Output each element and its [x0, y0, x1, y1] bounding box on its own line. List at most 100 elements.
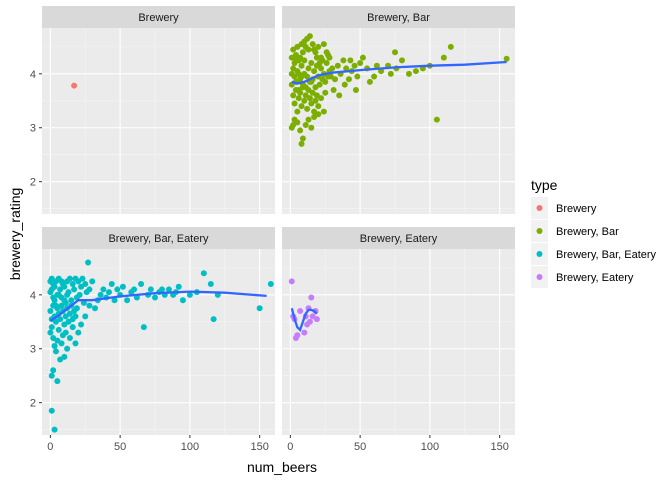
data-point: [304, 73, 311, 80]
legend-label: Brewery, Bar: [556, 226, 619, 238]
data-point: [47, 308, 54, 314]
data-point: [76, 291, 83, 298]
data-point: [306, 95, 313, 102]
data-point: [373, 62, 380, 69]
y-tick-label: 3: [30, 344, 36, 356]
data-point: [301, 97, 308, 104]
data-point: [316, 60, 323, 67]
data-point: [298, 62, 305, 69]
data-point: [75, 329, 82, 336]
data-point: [50, 367, 57, 374]
data-point: [124, 297, 131, 304]
data-point: [311, 68, 318, 75]
data-point: [97, 291, 104, 298]
data-point: [387, 70, 394, 77]
data-point: [340, 57, 347, 64]
data-point: [295, 57, 302, 64]
data-point: [440, 54, 447, 61]
data-point: [309, 41, 316, 48]
data-point: [299, 49, 306, 56]
data-point: [343, 65, 350, 72]
data-point: [315, 103, 322, 110]
panel-brewery: Brewery 2 3 4: [30, 6, 275, 214]
data-point: [341, 81, 348, 88]
data-point: [57, 316, 64, 323]
data-point: [108, 281, 115, 288]
data-point: [186, 291, 193, 298]
data-point: [447, 43, 454, 50]
panel-background: [282, 249, 515, 435]
data-point: [294, 108, 301, 115]
data-point: [354, 73, 361, 80]
data-point: [179, 297, 186, 304]
facet-strip: [282, 6, 515, 28]
data-point: [66, 334, 73, 341]
data-point: [294, 119, 301, 126]
data-point: [311, 46, 318, 53]
data-point: [114, 286, 121, 293]
data-point: [357, 60, 364, 67]
data-point: [322, 89, 329, 96]
data-point: [304, 105, 311, 112]
data-point: [302, 122, 309, 129]
data-point: [111, 297, 118, 304]
data-point: [301, 329, 308, 336]
data-point: [336, 92, 343, 99]
data-point: [61, 297, 68, 304]
data-point: [392, 49, 399, 56]
data-point: [294, 332, 301, 339]
data-point: [138, 281, 145, 288]
data-point: [100, 286, 107, 293]
data-point: [306, 33, 313, 40]
y-axis-title: brewery_rating: [7, 188, 23, 281]
data-point: [315, 111, 322, 118]
facet-strip: [42, 6, 275, 28]
data-point: [79, 275, 86, 282]
data-point: [61, 283, 68, 290]
data-point: [119, 283, 126, 290]
data-point: [55, 326, 62, 333]
data-point: [89, 278, 96, 285]
data-point: [51, 426, 58, 433]
data-point: [58, 278, 65, 285]
data-point: [352, 87, 359, 93]
y-tick-label: 4: [30, 290, 36, 302]
facet-label: Brewery, Eatery: [360, 233, 438, 245]
data-point: [48, 324, 55, 331]
data-point: [85, 259, 92, 266]
data-point: [69, 281, 76, 288]
legend: type Brewery Brewery, Bar Brewery, Bar, Eat…: [531, 177, 657, 288]
facet-strip: [282, 227, 515, 249]
data-point: [165, 286, 172, 293]
data-point: [72, 340, 79, 347]
data-point: [71, 286, 78, 293]
data-point: [412, 68, 419, 75]
data-point: [329, 65, 336, 72]
panel-background: [42, 28, 275, 214]
data-point: [71, 82, 78, 89]
data-point: [267, 281, 274, 288]
data-point: [80, 299, 87, 306]
data-point: [207, 281, 214, 288]
data-point: [147, 286, 154, 293]
data-point: [291, 100, 298, 107]
facet-label: Brewery, Bar, Eatery: [108, 233, 209, 245]
data-point: [64, 345, 71, 352]
data-point: [298, 140, 305, 147]
data-point: [503, 55, 510, 62]
data-point: [54, 378, 61, 385]
data-point: [68, 297, 75, 304]
panel-brewery-bar: Brewery, Bar: [282, 6, 515, 214]
x-tick-label: 0: [47, 441, 53, 453]
data-point: [297, 89, 304, 96]
legend-swatch: [536, 274, 543, 280]
smooth-line: [49, 290, 267, 322]
legend-swatch: [536, 251, 543, 257]
legend-title: type: [531, 177, 558, 193]
x-tick-label: 100: [181, 441, 199, 453]
data-point: [48, 372, 55, 379]
data-point: [318, 95, 325, 102]
data-point: [308, 124, 315, 131]
data-point: [305, 46, 312, 53]
data-point: [86, 286, 93, 293]
